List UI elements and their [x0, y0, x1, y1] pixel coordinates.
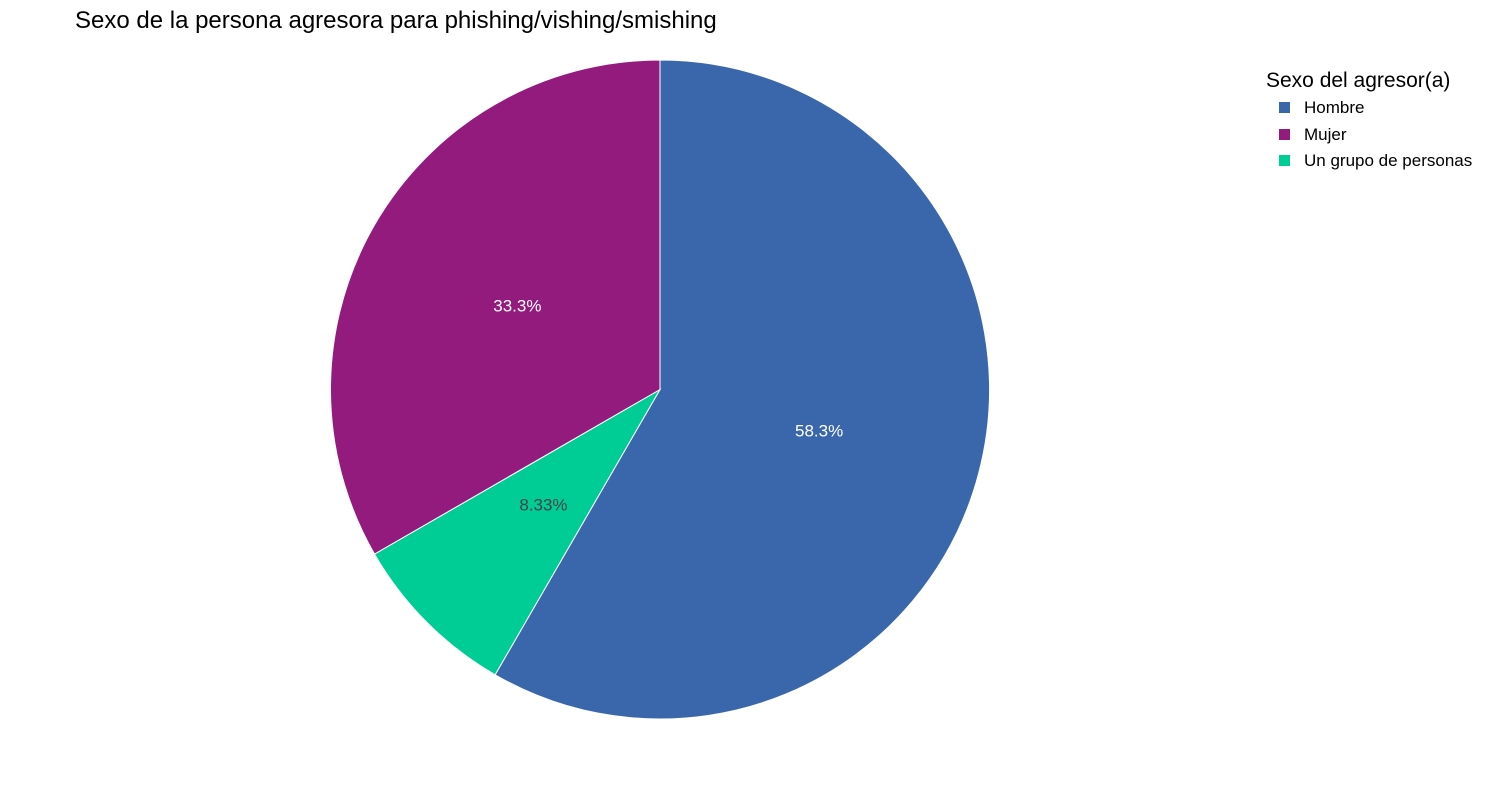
- pie-label-mujer: 33.3%: [493, 297, 541, 316]
- legend-swatch-icon: [1279, 155, 1290, 166]
- legend: Sexo del agresor(a) Hombre Mujer Un grupo …: [1266, 69, 1472, 177]
- legend-item-un-grupo-de-personas[interactable]: Un grupo de personas: [1266, 150, 1472, 177]
- legend-label: Mujer: [1304, 125, 1347, 144]
- legend-title: Sexo del agresor(a): [1266, 69, 1472, 93]
- legend-item-mujer[interactable]: Mujer: [1266, 124, 1472, 151]
- legend-label: Hombre: [1304, 98, 1364, 117]
- legend-items: Hombre Mujer Un grupo de personas: [1266, 97, 1472, 177]
- legend-swatch-icon: [1279, 129, 1290, 140]
- legend-swatch-icon: [1279, 102, 1290, 113]
- pie-label-hombre: 58.3%: [795, 422, 843, 441]
- pie-slices: [331, 60, 990, 719]
- pie-label-un-grupo-de-personas: 8.33%: [519, 495, 567, 514]
- legend-item-hombre[interactable]: Hombre: [1266, 97, 1472, 124]
- legend-label: Un grupo de personas: [1304, 151, 1472, 170]
